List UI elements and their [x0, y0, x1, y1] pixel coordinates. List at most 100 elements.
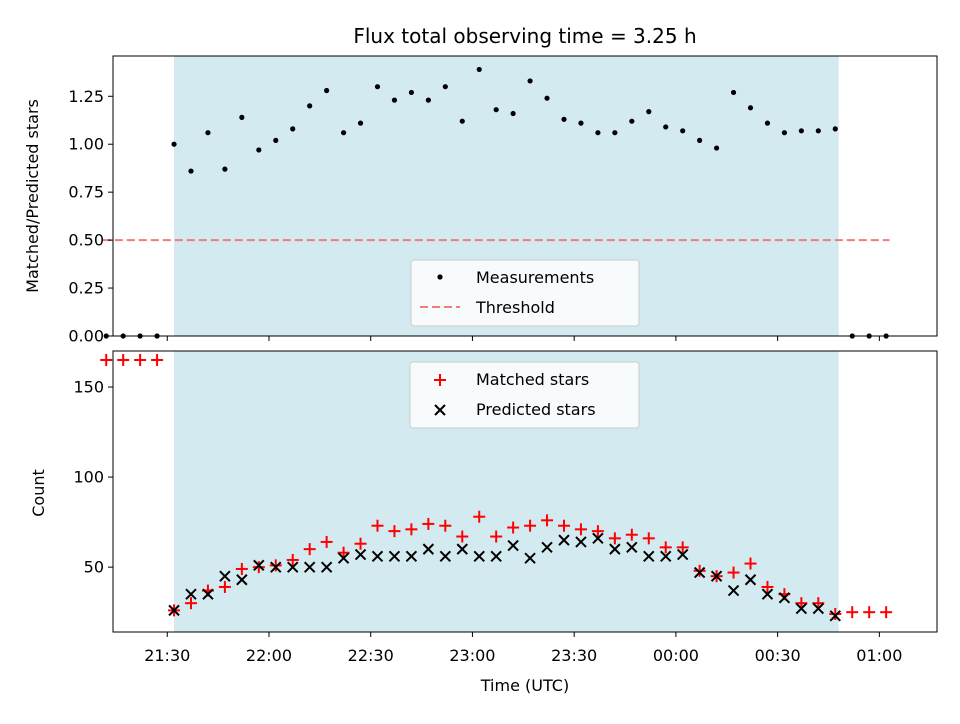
predicted-stars-point: [354, 548, 367, 561]
measurements-point: [425, 97, 431, 103]
matched-stars-point: [676, 541, 689, 554]
predicted-stars-point: [388, 550, 401, 563]
matched-stars-point: [422, 517, 435, 530]
measurements-point: [442, 84, 448, 90]
matched-stars-point: [693, 564, 706, 577]
matched-stars-point: [829, 607, 842, 620]
bottom-x-ticks: 21:30 22:00 22:30 23:00 23:30 00:00 00:30 01:00: [144, 632, 902, 665]
predicted-stars-point: [778, 592, 791, 604]
measurements-point: [171, 141, 177, 147]
predicted-stars-point: [710, 570, 723, 582]
x-tick-label: 22:00: [246, 646, 292, 665]
measurements-point: [476, 66, 482, 73]
measurements-point: [290, 126, 296, 132]
measurements-point: [578, 120, 584, 126]
predicted-stars-point: [676, 548, 689, 561]
matched-stars-point: [727, 566, 740, 579]
bottom-panel: 50 100 150 21:30 22:00 22:30 23:00 23:30 00:00 0…: [29, 350, 938, 695]
legend-predicted-marker: [434, 404, 446, 416]
predicted-stars-point: [337, 552, 350, 564]
top-y-tick-label: 0.75: [68, 183, 104, 202]
measurements-point: [391, 97, 398, 103]
predicted-stars-point: [270, 561, 282, 573]
measurements-point: [357, 120, 364, 126]
predicted-stars-point: [507, 539, 519, 552]
measurements-point: [459, 118, 465, 124]
matched-stars-point: [490, 530, 503, 543]
measurements-point: [493, 107, 499, 113]
measurements-point: [713, 145, 720, 151]
predicted-stars-point: [795, 602, 808, 615]
x-tick-label: 23:00: [449, 646, 495, 665]
matched-stars-point: [371, 519, 384, 532]
measurements-point: [663, 124, 669, 130]
predicted-stars-point: [727, 584, 740, 597]
top-y-tick-label: 0.50: [68, 231, 104, 250]
predicted-stars-point: [439, 550, 452, 563]
matched-stars-point: [557, 519, 570, 532]
matched-stars-point: [659, 541, 672, 554]
x-tick-label: 01:00: [856, 646, 902, 665]
predicted-stars-point: [253, 559, 265, 572]
bottom-y-tick-label: 150: [73, 378, 104, 397]
bottom-y-axis-label: Count: [29, 469, 48, 517]
bottom-marks: [100, 354, 893, 622]
predicted-stars-point: [558, 534, 570, 546]
matched-stars-point: [235, 562, 248, 575]
predicted-stars-point: [320, 561, 333, 573]
measurements-point: [307, 103, 313, 109]
predicted-stars-point: [490, 550, 502, 563]
predicted-stars-point: [744, 574, 757, 586]
predicted-stars-point: [812, 602, 825, 615]
predicted-stars-point: [202, 588, 214, 600]
measurements-point: [730, 89, 737, 96]
legend-measurements-label: Measurements: [476, 268, 594, 287]
measurements-point: [764, 120, 771, 126]
measurements-point: [510, 110, 516, 117]
matched-stars-point: [252, 561, 265, 574]
top-legend-box: [410, 259, 640, 327]
measurements-point: [103, 333, 109, 339]
x-axis-label: Time (UTC): [480, 676, 569, 695]
predicted-stars-point: [405, 550, 418, 563]
measurements-point: [781, 130, 788, 136]
measurements-point: [798, 128, 804, 134]
top-y-tick-label: 0.25: [68, 279, 104, 298]
predicted-stars-point: [575, 536, 587, 548]
legend-predicted-label: Predicted stars: [476, 400, 596, 419]
matched-stars-point: [320, 535, 333, 548]
matched-stars-point: [761, 580, 774, 593]
top-y-ticks: 0.00 0.25 0.50 0.75 1.00 1.25: [68, 87, 113, 346]
top-y-axis-label: Matched/Predicted stars: [23, 99, 42, 293]
matched-stars-point: [218, 580, 231, 593]
predicted-stars-point: [236, 574, 248, 586]
matched-stars-point: [151, 354, 164, 367]
matched-stars-point: [456, 530, 469, 543]
measurements-point: [629, 118, 635, 124]
predicted-stars-point: [541, 541, 553, 554]
predicted-stars-point: [592, 532, 604, 545]
predicted-stars-point: [609, 543, 621, 555]
measurements-point: [324, 87, 330, 94]
matched-stars-point: [524, 519, 537, 532]
x-tick-label: 00:30: [755, 646, 801, 665]
measurements-point: [832, 126, 838, 132]
matched-stars-point: [388, 525, 401, 538]
measurements-point: [544, 95, 550, 101]
top-marks: [102, 66, 890, 339]
measurements-point: [256, 147, 262, 153]
x-tick-label: 00:00: [653, 646, 699, 665]
matched-stars-point: [100, 354, 113, 367]
predicted-stars-point: [185, 588, 197, 600]
measurements-point: [747, 105, 754, 111]
measurements-point: [408, 89, 415, 96]
matched-stars-point: [134, 354, 147, 367]
measurements-point: [595, 130, 601, 136]
bottom-legend: Matched stars Predicted stars: [409, 361, 640, 429]
bottom-y-tick-label: 100: [73, 468, 104, 487]
measurements-point: [222, 166, 228, 172]
top-axes-frame: [112, 55, 938, 337]
chart-title: Flux total observing time = 3.25 h: [353, 24, 696, 48]
predicted-stars-point: [456, 543, 468, 555]
predicted-stars-point: [626, 541, 638, 554]
